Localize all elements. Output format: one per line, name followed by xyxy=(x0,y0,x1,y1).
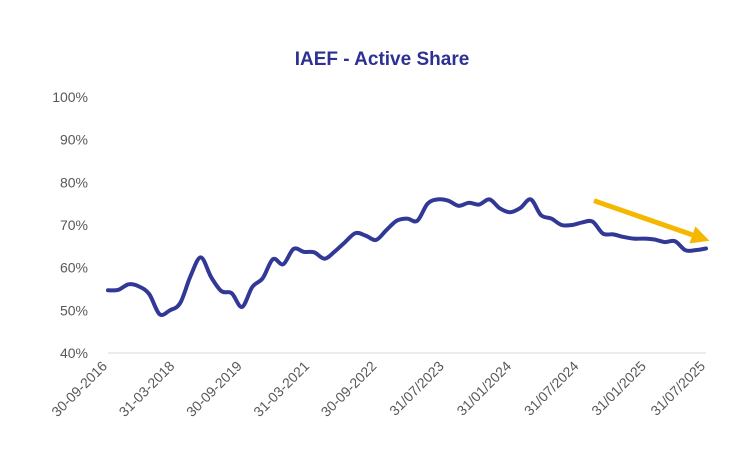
x-tick-label: 31/07/2024 xyxy=(521,358,582,419)
x-tick-label: 30-09-2022 xyxy=(318,358,380,420)
y-tick-label: 70% xyxy=(60,217,88,233)
x-tick-label: 31-03-2018 xyxy=(116,358,178,420)
y-axis: 40% 50% 60% 70% 80% 90% 100% xyxy=(52,89,88,361)
chart-title: IAEF - Active Share xyxy=(295,49,470,70)
y-tick-label: 100% xyxy=(52,89,88,105)
x-tick-label: 30-09-2016 xyxy=(48,358,110,420)
series-layer xyxy=(106,197,708,317)
y-tick-label: 80% xyxy=(60,174,88,190)
annotation-layer xyxy=(593,198,710,244)
series-line-active-share xyxy=(106,197,708,317)
y-tick-label: 50% xyxy=(60,302,88,318)
x-axis: 30-09-2016 31-03-2018 30-09-2019 31-03-2021… xyxy=(48,352,708,420)
x-tick-label: 31/07/2023 xyxy=(386,358,447,419)
x-tick-label: 30-09-2019 xyxy=(183,358,245,420)
x-tick-label: 31/07/2025 xyxy=(647,358,708,419)
x-tick-label: 31/01/2025 xyxy=(588,358,649,419)
trend-arrow-head xyxy=(689,226,710,244)
x-tick-label: 31/01/2024 xyxy=(453,358,514,419)
trend-arrow-shaft xyxy=(593,198,694,238)
y-tick-label: 60% xyxy=(60,260,88,276)
y-tick-label: 40% xyxy=(60,345,88,361)
y-tick-label: 90% xyxy=(60,132,88,148)
x-tick-label: 31-03-2021 xyxy=(250,358,312,420)
